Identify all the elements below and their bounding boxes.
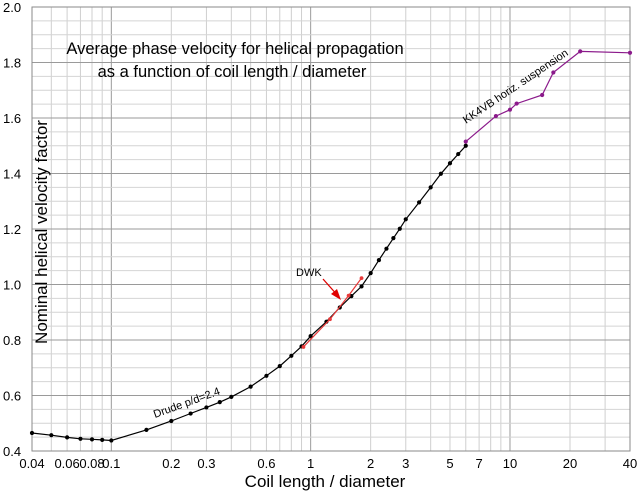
y-axis-label: Nominal helical velocity factor [32,120,51,344]
y-tick-label: 1.2 [3,222,21,237]
y-tick-label: 1.6 [3,111,21,126]
drude-p-d-2-4-point [188,411,193,416]
x-tick-label: 0.6 [257,456,275,471]
x-tick-label: 10 [503,456,517,471]
x-tick-label: 0.2 [162,456,180,471]
drude-p-d-2-4-point [264,373,269,378]
x-tick-label: 2 [367,456,374,471]
x-tick-label: 0.08 [79,456,104,471]
drude-p-d-2-4-point [417,200,422,205]
drude-p-d-2-4-point [229,394,234,399]
kk4vb-horiz-suspension-point [627,50,633,55]
x-tick-labels: 0.04 0.06 0.080.1 0.2 0.3 0.6 1 2 3 5 7 10 20 40 [19,456,637,471]
x-tick-label: 7 [475,456,482,471]
drude-p-d-2-4-point [144,427,149,433]
drude-p-d-2-4-point [368,271,373,276]
y-tick-label: 0.4 [3,444,21,459]
kk4vb-horiz-suspension-point [493,113,499,119]
y-tick-label: 0.6 [3,389,21,404]
series-layer [29,49,633,443]
drude-p-d-2-4-point [397,226,402,231]
drude-p-d-2-4-point [447,161,453,166]
grid [31,6,631,452]
drude-p-d-2-4-point [308,334,313,339]
x-tick-label: 40 [623,456,637,471]
kk4vb-horiz-suspension-point [540,92,545,98]
dwk-point [301,345,306,349]
y-tick-label: 0.8 [3,333,21,348]
drude-p-d-2-4-point [428,185,433,190]
drude-p-d-2-4-point [456,151,461,157]
x-tick-label: 0.3 [197,456,215,471]
x-axis-label: Coil length / diameter [245,472,406,491]
chart-title-line-2: as a function of coil length / diameter [98,63,367,81]
x-tick-label: 5 [446,456,453,471]
drude-p-d-2-4-point [100,437,105,442]
drude-p-d-2-4-point [384,246,389,251]
x-tick-label: 3 [402,456,409,471]
drude-p-d-2-4-point [49,433,54,438]
drude-p-d-2-4-point [248,384,253,389]
drude-p-d-2-4-point [403,217,408,222]
y-tick-label: 2.0 [3,0,21,15]
dwk-point [359,276,364,281]
x-tick-label: 1 [307,456,314,471]
kk4vb-horiz-suspension-line [465,50,631,143]
drude-p-d-2-4-point [438,171,443,176]
x-tick-label: 0.1 [102,456,120,471]
x-tick-label: 20 [563,456,577,471]
dwk-arrow-head [331,289,341,300]
y-tick-labels: 0.4 0.6 0.8 1.0 1.2 1.4 1.6 1.8 2.0 [3,0,21,459]
drude-p-d-2-4-point [78,436,83,441]
drude-p-d-2-4-point [217,400,222,405]
drude-p-d-2-4-point [289,353,294,358]
chart-title-line-1: Average phase velocity for helical propa… [66,40,403,58]
dwk-line [302,277,362,348]
kk4vb-horiz-suspension-point [507,107,513,112]
x-tick-label: 0.06 [54,456,79,471]
drude-p-d-2-4-point [65,435,70,440]
y-tick-label: 1.0 [3,278,21,293]
drude-p-d-2-4-point [376,257,382,263]
dwk-label: DWK [296,267,322,279]
drude-p-d-2-4-point [89,437,95,442]
dwk-point [346,293,351,298]
drude-p-d-2-4-point [391,236,396,241]
kk4vb-horiz-suspension-point [578,49,583,54]
drude-p-d-2-4-point [169,418,174,424]
y-tick-label: 1.8 [3,56,21,71]
drude-p-d-2-4-point [29,430,35,436]
y-tick-label: 1.4 [3,167,21,182]
drude-p-d-2-4-point [204,405,209,410]
drude-p-d-2-4-point [463,143,468,148]
kk4vb-horiz-suspension-point [463,139,468,144]
dwk-point [328,317,332,322]
plot-frame [31,6,631,452]
x-tick-label: 0.04 [19,456,44,471]
drude-p-d-2-4-point [324,319,329,324]
kk4vb-horiz-suspension-point [551,70,556,75]
drude-p-d-2-4-point [359,284,364,289]
drude-p-d-2-4-point [109,438,114,443]
kk4vb-horiz-suspension-point [514,101,519,106]
drude-p-d-2-4-point [277,363,282,369]
